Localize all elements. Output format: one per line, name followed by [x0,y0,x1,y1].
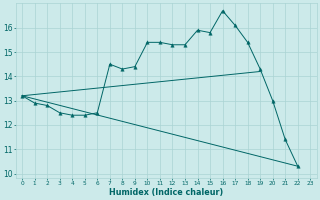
X-axis label: Humidex (Indice chaleur): Humidex (Indice chaleur) [109,188,223,197]
